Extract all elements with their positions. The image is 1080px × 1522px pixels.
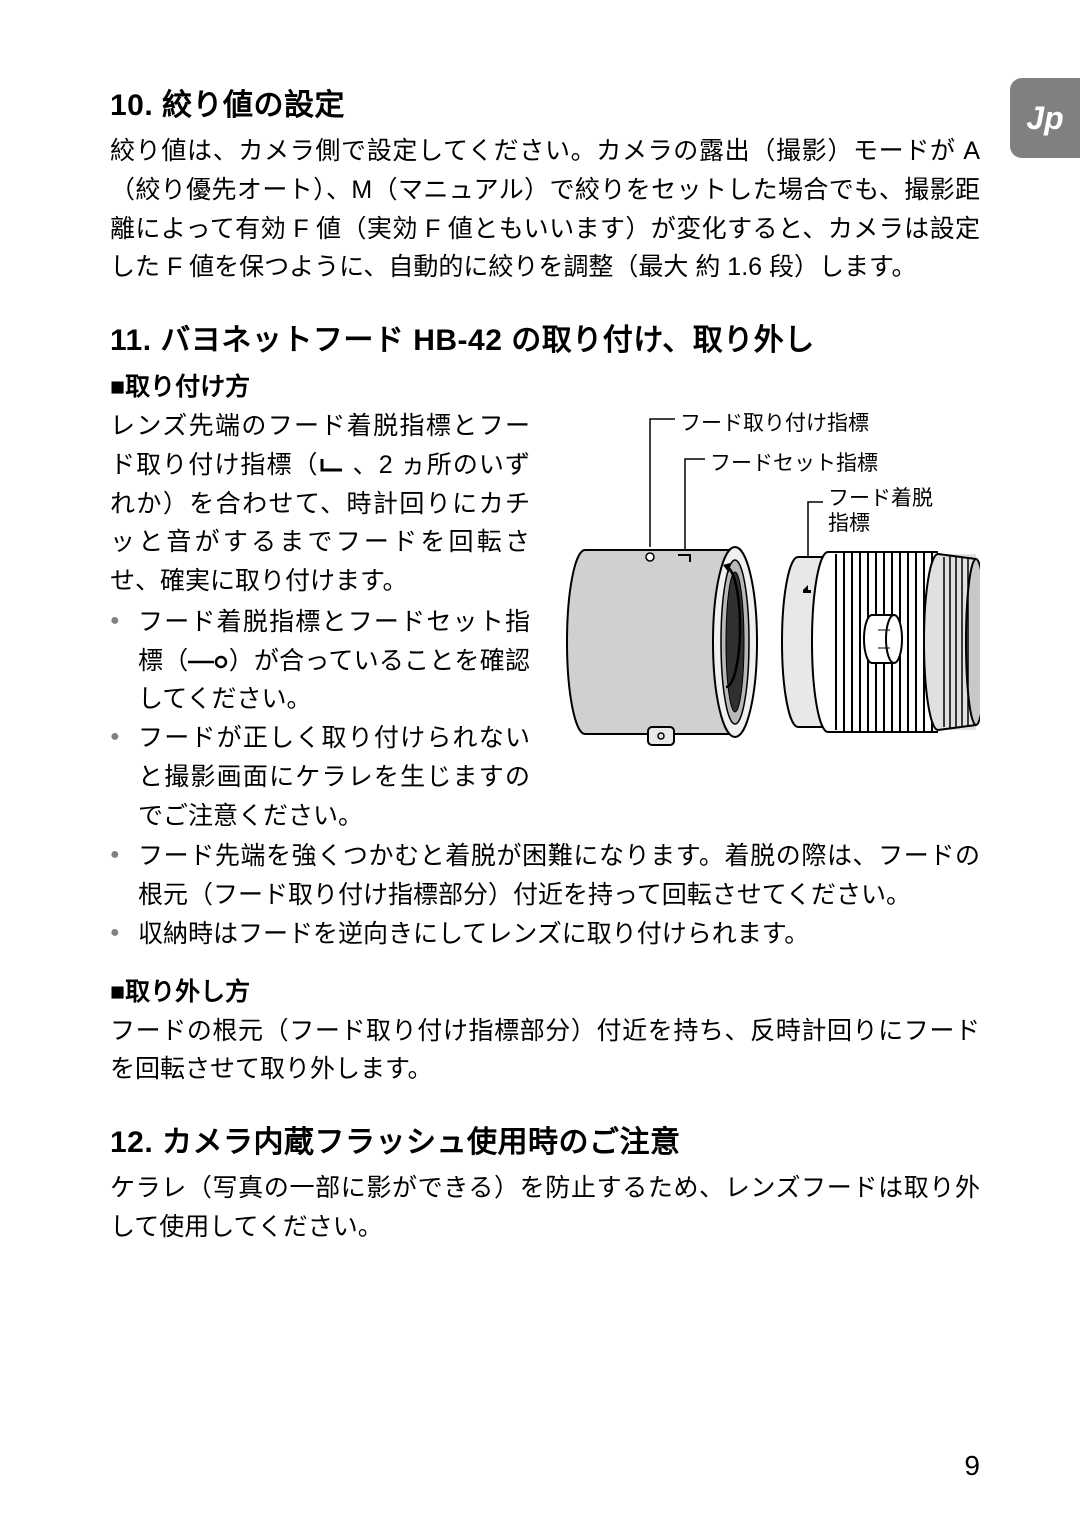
bullet-4: 収納時はフードを逆向きにしてレンズに取り付けられます。: [110, 915, 980, 954]
section-11-left-col: レンズ先端のフード着脱指標とフード取り付け指標（ 、2 ヵ所のいずれか）を合わせ…: [110, 407, 530, 835]
diagram-label-2: フードセット指標: [710, 447, 878, 477]
page-number: 9: [964, 1450, 980, 1482]
section-11-row: レンズ先端のフード着脱指標とフード取り付け指標（ 、2 ヵ所のいずれか）を合わせ…: [110, 407, 980, 835]
bullet-1: フード着脱指標とフードセット指標（）が合っていることを確認してください。: [110, 603, 530, 719]
section-12-heading: 12. カメラ内蔵フラッシュ使用時のご注意: [110, 1117, 980, 1161]
diagram-label-3b: 指標: [828, 507, 870, 537]
bullet-2: フードが正しく取り付けられないと撮影画面にケラレを生じますのでご注意ください。: [110, 719, 530, 835]
square-bullet-icon-2: ■: [110, 978, 125, 1007]
square-bullet-icon: ■: [110, 373, 125, 402]
hood-diagram: フード取り付け指標 フードセット指標 フード着脱 指標: [550, 407, 980, 777]
section-12-body: ケラレ（写真の一部に影ができる）を防止するため、レンズフードは取り外して使用して…: [110, 1169, 980, 1247]
section-11-sub-attach: ■取り付け方: [110, 367, 980, 403]
bullet-list-full: フード先端を強くつかむと着脱が困難になります。着脱の際は、フードの根元（フード取…: [110, 837, 980, 953]
align-mark-icon: [319, 456, 345, 476]
section-11-heading: 11. バヨネットフード HB-42 の取り付け、取り外し: [110, 315, 980, 359]
bullet-3: フード先端を強くつかむと着脱が困難になります。着脱の際は、フードの根元（フード取…: [110, 837, 980, 915]
diagram-label-1: フード取り付け指標: [680, 407, 869, 437]
sub-detach-label: 取り外し方: [125, 978, 250, 1006]
section-10-body: 絞り値は、カメラ側で設定してください。カメラの露出（撮影）モードが A（絞り優先…: [110, 132, 980, 287]
section-11-remove-body: フードの根元（フード取り付け指標部分）付近を持ち、反時計回りにフードを回転させて…: [110, 1012, 980, 1090]
sub-attach-label: 取り付け方: [125, 373, 250, 401]
section-11-sub-detach: ■取り外し方: [110, 972, 980, 1008]
set-mark-icon: [188, 655, 228, 669]
page-content: 10. 絞り値の設定 絞り値は、カメラ側で設定してください。カメラの露出（撮影）…: [0, 0, 1080, 1335]
section-10-heading: 10. 絞り値の設定: [110, 80, 980, 124]
bullet-list-left: フード着脱指標とフードセット指標（）が合っていることを確認してください。 フード…: [110, 603, 530, 836]
